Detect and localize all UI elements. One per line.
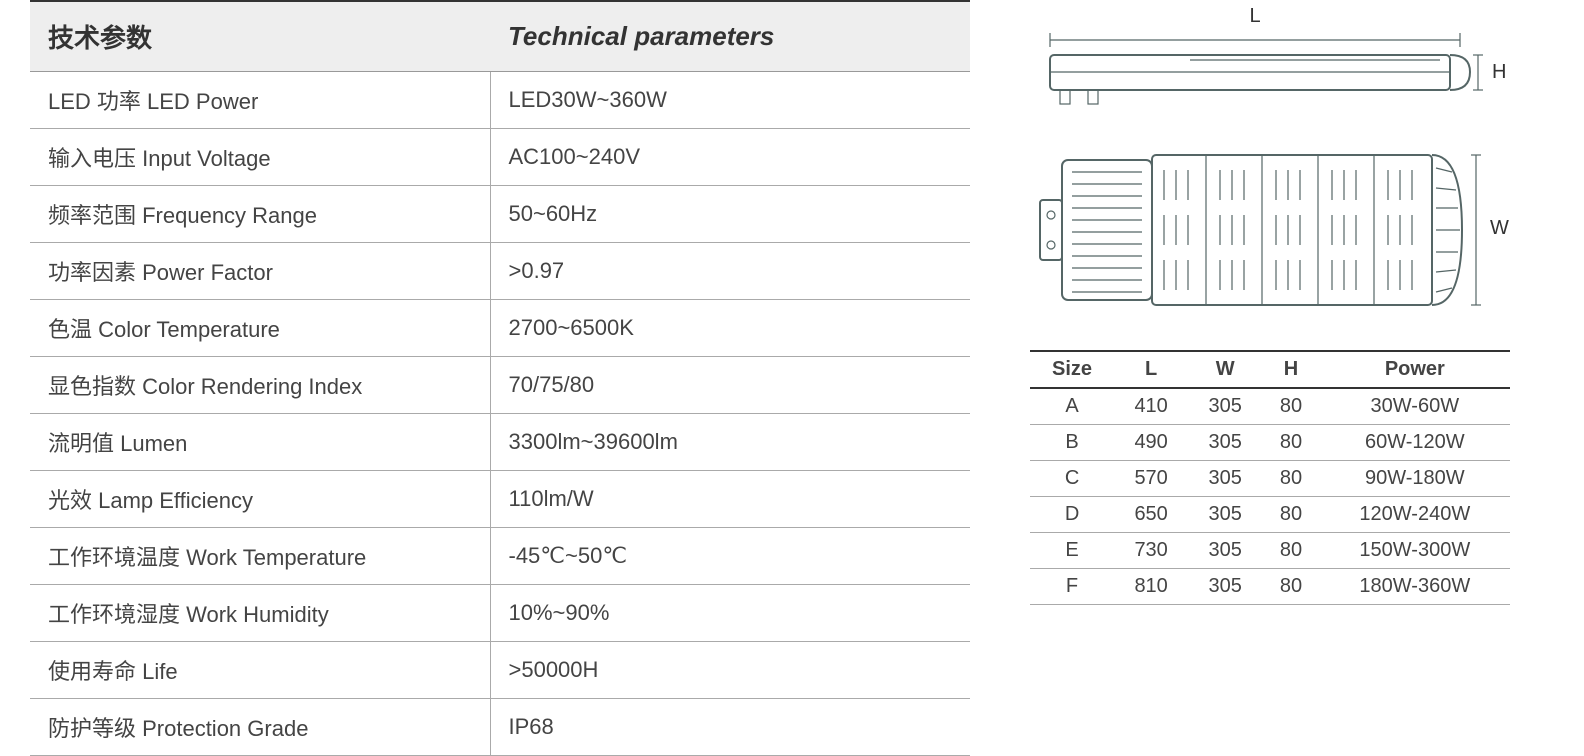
table-row: 防护等级 Protection GradeIP68 xyxy=(30,699,970,756)
cell: 305 xyxy=(1188,388,1262,425)
cell: 305 xyxy=(1188,497,1262,533)
table-row: 使用寿命 Life>50000H xyxy=(30,642,970,699)
param-value: 3300lm~39600lm xyxy=(490,414,970,471)
table-row: D65030580120W-240W xyxy=(1030,497,1510,533)
table-row: A4103058030W-60W xyxy=(1030,388,1510,425)
cell: 305 xyxy=(1188,425,1262,461)
table-row: B4903058060W-120W xyxy=(1030,425,1510,461)
table-row: 工作环境温度 Work Temperature-45℃~50℃ xyxy=(30,528,970,585)
param-value: LED30W~360W xyxy=(490,72,970,129)
param-value: AC100~240V xyxy=(490,129,970,186)
cell: 80 xyxy=(1262,388,1319,425)
size-col-power: Power xyxy=(1320,351,1510,388)
param-value: 10%~90% xyxy=(490,585,970,642)
cell: D xyxy=(1030,497,1114,533)
top-view-diagram: W xyxy=(1030,130,1510,330)
table-row: 输入电压 Input VoltageAC100~240V xyxy=(30,129,970,186)
cell: 120W-240W xyxy=(1320,497,1510,533)
param-value: IP68 xyxy=(490,699,970,756)
table-row: F81030580180W-360W xyxy=(1030,569,1510,605)
param-value: 110lm/W xyxy=(490,471,970,528)
param-label: 光效 Lamp Efficiency xyxy=(30,471,490,528)
table-row: 工作环境湿度 Work Humidity10%~90% xyxy=(30,585,970,642)
param-label: 功率因素 Power Factor xyxy=(30,243,490,300)
cell: A xyxy=(1030,388,1114,425)
param-label: 工作环境湿度 Work Humidity xyxy=(30,585,490,642)
cell: 80 xyxy=(1262,569,1319,605)
table-row: 流明值 Lumen3300lm~39600lm xyxy=(30,414,970,471)
cell: 60W-120W xyxy=(1320,425,1510,461)
cell: 305 xyxy=(1188,569,1262,605)
cell: 730 xyxy=(1114,533,1188,569)
cell: 150W-300W xyxy=(1320,533,1510,569)
param-label: 显色指数 Color Rendering Index xyxy=(30,357,490,414)
tech-params-panel: 技术参数 Technical parameters LED 功率 LED Pow… xyxy=(0,0,1000,637)
param-value: >0.97 xyxy=(490,243,970,300)
cell: 180W-360W xyxy=(1320,569,1510,605)
param-label: 使用寿命 Life xyxy=(30,642,490,699)
cell: 30W-60W xyxy=(1320,388,1510,425)
product-size-panel: L H xyxy=(1000,0,1540,637)
cell: 80 xyxy=(1262,425,1319,461)
cell: 80 xyxy=(1262,461,1319,497)
dim-W-label: W xyxy=(1490,217,1509,239)
table-row: 色温 Color Temperature2700~6500K xyxy=(30,300,970,357)
tech-table-header-row: 技术参数 Technical parameters xyxy=(30,1,970,72)
param-label: 流明值 Lumen xyxy=(30,414,490,471)
tech-params-table: 技术参数 Technical parameters LED 功率 LED Pow… xyxy=(30,0,970,756)
cell: 305 xyxy=(1188,533,1262,569)
size-col-L: L xyxy=(1114,351,1188,388)
param-label: 色温 Color Temperature xyxy=(30,300,490,357)
table-row: 频率范围 Frequency Range50~60Hz xyxy=(30,186,970,243)
tech-header-right: Technical parameters xyxy=(490,1,970,72)
param-value: >50000H xyxy=(490,642,970,699)
cell: 410 xyxy=(1114,388,1188,425)
table-row: LED 功率 LED PowerLED30W~360W xyxy=(30,72,970,129)
side-view-diagram: L H xyxy=(1030,0,1510,110)
param-label: 频率范围 Frequency Range xyxy=(30,186,490,243)
size-col-W: W xyxy=(1188,351,1262,388)
cell: 80 xyxy=(1262,533,1319,569)
table-row: E73030580150W-300W xyxy=(1030,533,1510,569)
param-label: 防护等级 Protection Grade xyxy=(30,699,490,756)
cell: 90W-180W xyxy=(1320,461,1510,497)
size-table-header-row: Size L W H Power xyxy=(1030,351,1510,388)
table-row: 显色指数 Color Rendering Index70/75/80 xyxy=(30,357,970,414)
size-col-H: H xyxy=(1262,351,1319,388)
param-label: 工作环境温度 Work Temperature xyxy=(30,528,490,585)
cell: B xyxy=(1030,425,1114,461)
param-value: 70/75/80 xyxy=(490,357,970,414)
param-value: 50~60Hz xyxy=(490,186,970,243)
size-table: Size L W H Power A4103058030W-60W B49030… xyxy=(1030,350,1510,605)
led-modules xyxy=(1164,155,1412,305)
table-row: 功率因素 Power Factor>0.97 xyxy=(30,243,970,300)
cell: C xyxy=(1030,461,1114,497)
size-col-size: Size xyxy=(1030,351,1114,388)
dim-H-label: H xyxy=(1492,61,1506,83)
tech-header-left: 技术参数 xyxy=(30,1,490,72)
cell: 305 xyxy=(1188,461,1262,497)
cell: 650 xyxy=(1114,497,1188,533)
cell: F xyxy=(1030,569,1114,605)
param-value: 2700~6500K xyxy=(490,300,970,357)
table-row: C5703058090W-180W xyxy=(1030,461,1510,497)
param-label: LED 功率 LED Power xyxy=(30,72,490,129)
cell: 810 xyxy=(1114,569,1188,605)
cell: 80 xyxy=(1262,497,1319,533)
cell: 570 xyxy=(1114,461,1188,497)
tech-table-body: LED 功率 LED PowerLED30W~360W 输入电压 Input V… xyxy=(30,72,970,756)
table-row: 光效 Lamp Efficiency110lm/W xyxy=(30,471,970,528)
cell: E xyxy=(1030,533,1114,569)
cell: 490 xyxy=(1114,425,1188,461)
size-table-body: A4103058030W-60W B4903058060W-120W C5703… xyxy=(1030,388,1510,605)
param-label: 输入电压 Input Voltage xyxy=(30,129,490,186)
param-value: -45℃~50℃ xyxy=(490,528,970,585)
dim-L-label: L xyxy=(1249,5,1260,27)
